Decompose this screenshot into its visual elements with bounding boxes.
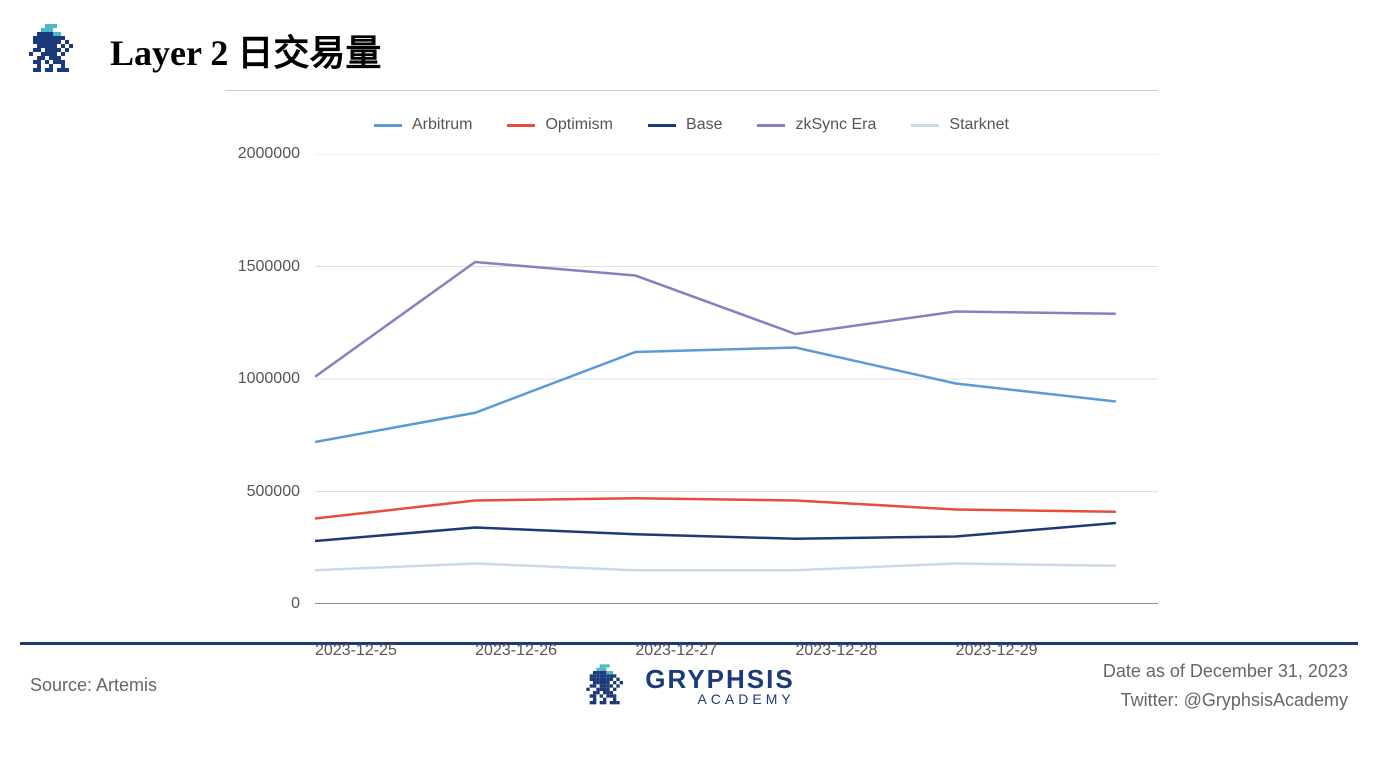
chart-top-rule — [225, 90, 1158, 91]
legend-label: Starknet — [949, 116, 1009, 134]
y-tick-label: 1500000 — [238, 258, 300, 276]
y-axis-labels: 0500000100000015000002000000 — [220, 154, 310, 604]
footer-source: Source: Artemis — [30, 675, 469, 696]
legend-label: Optimism — [545, 116, 613, 134]
legend-swatch — [648, 124, 676, 127]
y-tick-label: 1000000 — [238, 370, 300, 388]
footer-date: Date as of December 31, 2023 — [909, 657, 1348, 686]
gryphsis-logo-icon — [20, 20, 90, 80]
x-tick-label: 2023-12-29 — [956, 642, 1038, 660]
brand-sub: ACADEMY — [645, 692, 794, 706]
legend-item[interactable]: Starknet — [911, 116, 1009, 134]
legend-item[interactable]: Arbitrum — [374, 116, 472, 134]
chart-area: 0500000100000015000002000000 2023-12-252… — [225, 154, 1158, 624]
x-tick-label: 2023-12-25 — [315, 642, 397, 660]
x-tick-label: 2023-12-28 — [796, 642, 878, 660]
legend-swatch — [374, 124, 402, 127]
header: Layer 2 日交易量 — [0, 0, 1378, 90]
legend-label: Base — [686, 116, 722, 134]
legend-item[interactable]: Base — [648, 116, 722, 134]
legend-swatch — [757, 124, 785, 127]
legend-swatch — [911, 124, 939, 127]
legend-item[interactable]: zkSync Era — [757, 116, 876, 134]
brand-name: GRYPHSIS — [645, 666, 794, 692]
footer-twitter: Twitter: @GryphsisAcademy — [909, 686, 1348, 715]
y-tick-label: 2000000 — [238, 145, 300, 163]
legend-label: zkSync Era — [795, 116, 876, 134]
x-tick-label: 2023-12-26 — [475, 642, 557, 660]
y-tick-label: 500000 — [247, 483, 300, 501]
plot-area — [315, 154, 1158, 604]
x-tick-label: 2023-12-27 — [635, 642, 717, 660]
legend-label: Arbitrum — [412, 116, 472, 134]
chart-legend: Arbitrum Optimism Base zkSync Era Starknet — [225, 101, 1158, 154]
legend-swatch — [507, 124, 535, 127]
footer-brand: GRYPHSIS ACADEMY — [469, 661, 908, 711]
legend-item[interactable]: Optimism — [507, 116, 613, 134]
footer-meta: Date as of December 31, 2023 Twitter: @G… — [909, 657, 1348, 715]
chart-svg — [315, 154, 1158, 604]
y-tick-label: 0 — [291, 595, 300, 613]
chart-container: Arbitrum Optimism Base zkSync Era Starknet 0… — [225, 90, 1158, 624]
brand-text: GRYPHSIS ACADEMY — [645, 666, 794, 706]
gryphsis-logo-icon — [583, 661, 633, 711]
page-title: Layer 2 日交易量 — [110, 24, 381, 76]
